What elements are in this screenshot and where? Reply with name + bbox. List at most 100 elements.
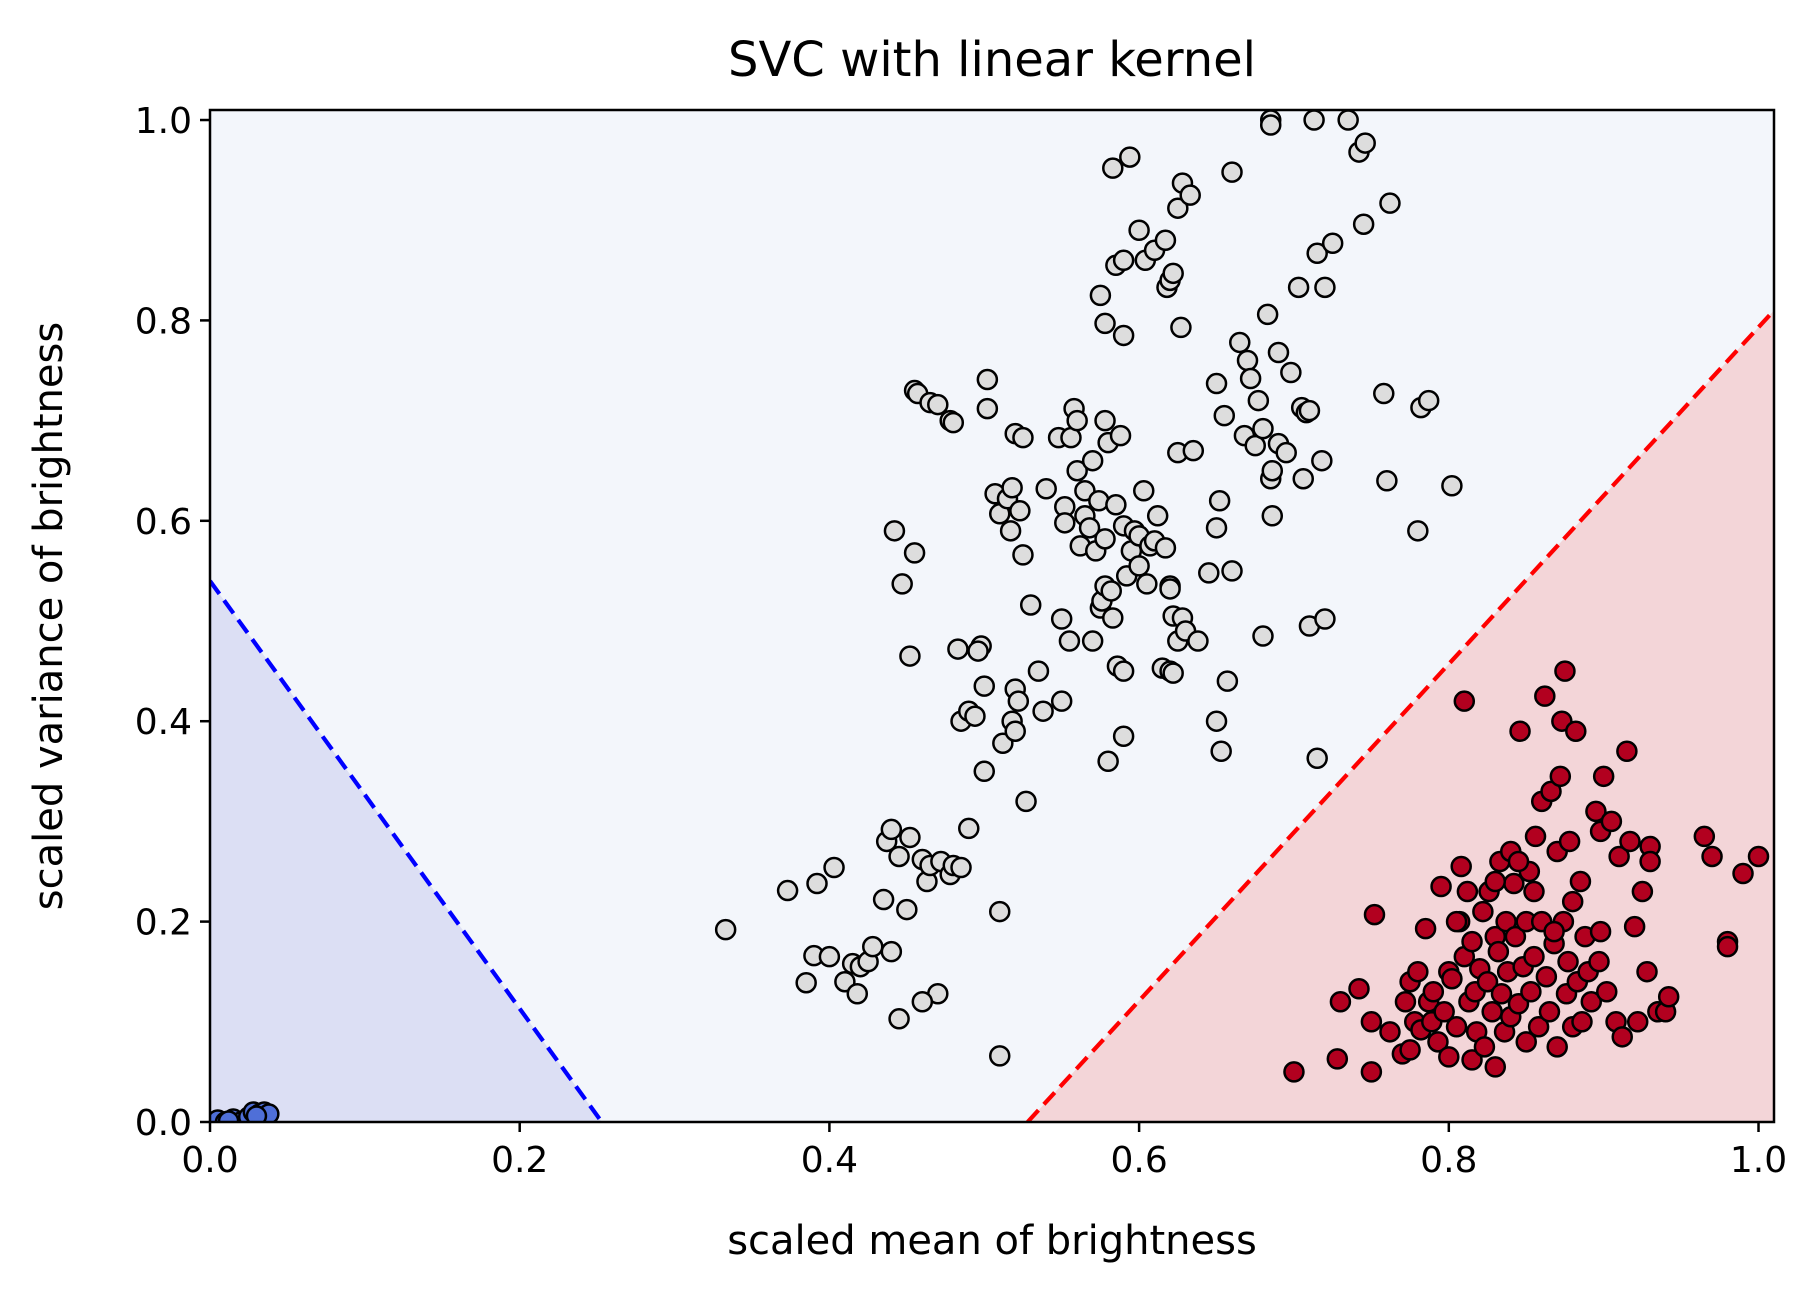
point-high bbox=[1558, 830, 1581, 853]
chart-title: SVC with linear kernel bbox=[728, 32, 1256, 88]
point-mid bbox=[976, 368, 999, 391]
point-high bbox=[1445, 1016, 1468, 1038]
point-high bbox=[1461, 930, 1483, 953]
y-tick-label: 1.0 bbox=[135, 101, 192, 142]
point-mid bbox=[1275, 441, 1297, 464]
y-tick-label: 0.0 bbox=[135, 1103, 192, 1144]
point-high bbox=[1616, 740, 1638, 763]
point-mid bbox=[1247, 389, 1270, 412]
point-mid bbox=[1136, 573, 1158, 595]
point-high bbox=[1407, 960, 1429, 983]
point-high bbox=[1589, 920, 1612, 943]
point-mid bbox=[1102, 157, 1124, 179]
point-mid bbox=[1306, 747, 1328, 770]
point-mid bbox=[1027, 660, 1050, 682]
point-mid bbox=[1306, 242, 1328, 265]
point-high bbox=[1326, 1048, 1349, 1070]
point-mid bbox=[1066, 409, 1088, 432]
point-mid bbox=[950, 856, 972, 879]
point-mid bbox=[1094, 409, 1116, 432]
point-mid bbox=[1417, 389, 1440, 412]
point-high bbox=[1414, 917, 1437, 940]
point-high bbox=[1450, 855, 1472, 878]
point-mid bbox=[988, 1045, 1011, 1067]
point-mid bbox=[1112, 725, 1135, 747]
point-mid bbox=[1321, 232, 1344, 255]
point-high bbox=[1399, 1039, 1421, 1061]
point-high bbox=[1430, 875, 1452, 898]
point-mid bbox=[1352, 213, 1375, 235]
point-high bbox=[1433, 1001, 1455, 1023]
point-mid bbox=[1261, 505, 1284, 527]
point-high bbox=[1476, 970, 1499, 993]
point-mid bbox=[1050, 608, 1073, 630]
point-high bbox=[1484, 870, 1507, 893]
point-mid bbox=[1066, 459, 1088, 482]
point-mid bbox=[999, 520, 1022, 542]
point-mid bbox=[1187, 630, 1209, 652]
point-high bbox=[1283, 1061, 1305, 1083]
point-high bbox=[1538, 1001, 1561, 1023]
point-mid bbox=[862, 935, 884, 958]
point-mid bbox=[899, 645, 921, 667]
point-high bbox=[1732, 862, 1754, 885]
point-mid bbox=[1267, 341, 1290, 364]
point-high bbox=[1580, 991, 1603, 1013]
point-mid bbox=[1015, 790, 1037, 813]
point-mid bbox=[880, 818, 903, 841]
point-mid bbox=[1179, 184, 1201, 206]
point-high bbox=[1445, 910, 1468, 933]
point-high bbox=[1565, 720, 1587, 742]
point-mid bbox=[947, 638, 969, 660]
point-high bbox=[1535, 965, 1558, 988]
point-high bbox=[1481, 1001, 1503, 1023]
point-mid bbox=[1221, 161, 1243, 183]
point-mid bbox=[1154, 229, 1177, 252]
point-mid bbox=[1379, 192, 1401, 214]
point-high bbox=[1427, 1031, 1449, 1053]
point-high bbox=[1456, 880, 1479, 903]
point-mid bbox=[1221, 560, 1243, 582]
x-tick-label: 0.2 bbox=[491, 1140, 548, 1181]
point-mid bbox=[1007, 690, 1030, 712]
point-high bbox=[1608, 845, 1630, 868]
point-high bbox=[1571, 1011, 1593, 1033]
point-mid bbox=[1112, 324, 1135, 347]
point-high bbox=[1523, 945, 1545, 968]
point-mid bbox=[1089, 284, 1112, 307]
point-mid bbox=[1012, 426, 1034, 449]
point-mid bbox=[899, 826, 921, 849]
y-tick-label: 0.6 bbox=[135, 502, 192, 543]
point-high bbox=[1747, 845, 1770, 868]
point-mid bbox=[1105, 494, 1127, 516]
point-mid bbox=[896, 898, 918, 921]
point-mid bbox=[1229, 331, 1251, 354]
point-mid bbox=[1261, 459, 1284, 482]
point-mid bbox=[1311, 449, 1333, 472]
region-low bbox=[210, 580, 602, 1122]
x-tick-label: 0.6 bbox=[1110, 1140, 1167, 1181]
point-mid bbox=[1128, 555, 1150, 577]
point-mid bbox=[903, 542, 926, 564]
point-mid bbox=[1054, 512, 1076, 534]
point-mid bbox=[1314, 276, 1336, 299]
point-mid bbox=[1407, 520, 1429, 542]
point-mid bbox=[1244, 434, 1266, 457]
point-high bbox=[1487, 940, 1510, 963]
point-mid bbox=[891, 573, 913, 595]
point-mid bbox=[1252, 417, 1274, 440]
point-mid bbox=[988, 900, 1011, 923]
point-mid bbox=[1032, 700, 1054, 722]
point-mid bbox=[1004, 720, 1026, 742]
point-high bbox=[1509, 720, 1531, 742]
point-mid bbox=[1216, 670, 1239, 692]
point-mid bbox=[1205, 710, 1228, 732]
decision-boundaries bbox=[210, 308, 1774, 1122]
point-mid bbox=[1373, 382, 1395, 405]
point-mid bbox=[1128, 219, 1150, 241]
point-mid bbox=[942, 411, 965, 434]
point-high bbox=[1626, 1011, 1649, 1033]
point-mid bbox=[1100, 580, 1122, 602]
point-high bbox=[1701, 845, 1723, 868]
